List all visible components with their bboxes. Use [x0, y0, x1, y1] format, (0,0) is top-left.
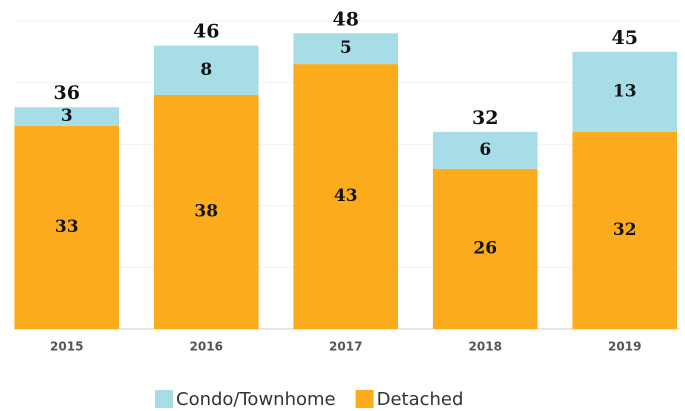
- data-label: 8: [200, 60, 212, 80]
- bar-segment: [293, 33, 399, 65]
- x-tick-label: 2019: [608, 340, 641, 354]
- data-label: 13: [613, 81, 637, 101]
- legend-label: Condo/Townhome: [176, 389, 336, 410]
- total-label: 48: [333, 8, 359, 30]
- bar-segment: [14, 107, 120, 126]
- bar-segment: [14, 125, 120, 329]
- bar-segment: [293, 64, 399, 330]
- bar-segment: [153, 94, 259, 329]
- data-label: 26: [473, 238, 497, 258]
- total-label: 32: [472, 107, 498, 129]
- total-label: 46: [193, 21, 219, 43]
- bar-segment: [572, 51, 678, 132]
- data-label: 32: [613, 220, 637, 240]
- bar-segment: [432, 131, 538, 169]
- legend-swatch: [155, 390, 173, 408]
- bar-segment: [153, 45, 259, 95]
- legend-label: Detached: [377, 389, 464, 410]
- legend-swatch: [355, 390, 374, 408]
- data-label: 6: [479, 140, 491, 160]
- x-tick-label: 2016: [190, 340, 223, 354]
- x-tick-label: 2015: [50, 340, 83, 354]
- x-tick-label: 2018: [469, 340, 502, 354]
- total-label: 36: [54, 82, 80, 104]
- data-label: 33: [55, 217, 79, 237]
- data-label: 43: [334, 186, 358, 206]
- bar-segment: [432, 168, 538, 329]
- data-label: 3: [61, 106, 73, 126]
- bar-segment: [572, 131, 678, 329]
- total-label: 45: [612, 27, 638, 49]
- data-label: 38: [194, 201, 218, 221]
- data-label: 5: [340, 38, 352, 58]
- x-tick-label: 2017: [329, 340, 362, 354]
